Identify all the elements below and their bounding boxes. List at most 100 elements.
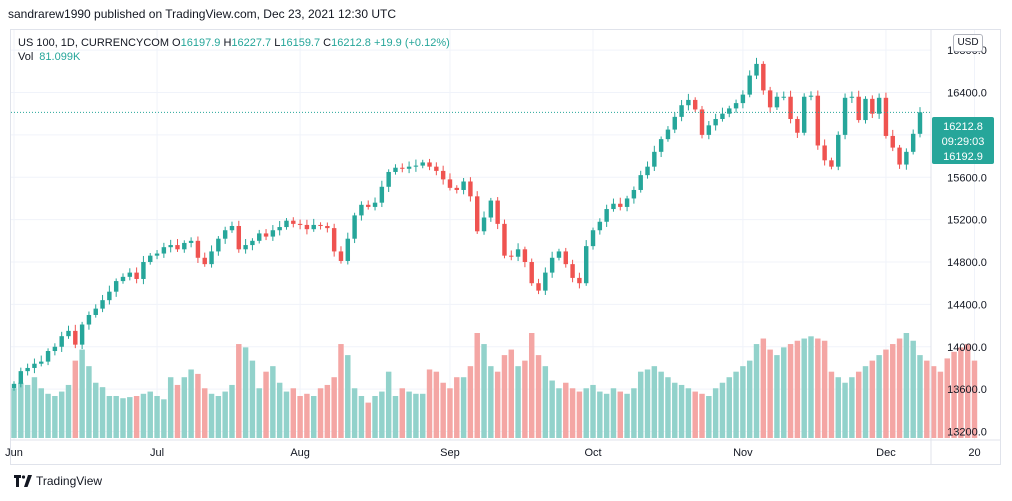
candle xyxy=(590,227,596,250)
candle xyxy=(107,285,112,305)
candle-body xyxy=(107,291,112,301)
x-axis[interactable]: Jun Jul Aug Sep Oct Nov Dec 20 xyxy=(5,439,1001,459)
candle-body xyxy=(188,240,194,243)
x-tick-label: Jun xyxy=(5,447,23,459)
candle-body xyxy=(536,283,541,291)
volume-bar xyxy=(821,340,828,438)
candle xyxy=(386,169,391,192)
candle xyxy=(359,201,364,221)
last-price-tag-bg xyxy=(932,117,994,151)
candle-body xyxy=(434,166,439,171)
candle xyxy=(25,363,30,376)
candle-body xyxy=(297,223,303,225)
volume-bar xyxy=(522,360,528,438)
volume-bar xyxy=(406,391,412,438)
candle-body xyxy=(481,217,487,232)
symbol-label[interactable]: US 100, 1D, CURRENCYCOM xyxy=(18,37,169,49)
candle xyxy=(795,116,800,138)
candle-body xyxy=(522,249,528,263)
volume-bar xyxy=(270,366,276,438)
volume-bar xyxy=(549,380,555,438)
candle-body xyxy=(325,225,330,229)
candle xyxy=(175,239,180,252)
candle-body xyxy=(291,220,296,224)
volume-bar xyxy=(583,388,589,438)
volume-bar xyxy=(106,396,113,438)
candle-body xyxy=(570,264,575,278)
volume-bar xyxy=(433,371,440,438)
candle xyxy=(311,218,316,232)
volume-bar xyxy=(617,391,623,438)
low-label: L xyxy=(274,37,281,49)
candle xyxy=(822,139,827,166)
candle-body xyxy=(577,277,582,284)
candle xyxy=(713,113,718,131)
candle xyxy=(686,93,691,111)
candle xyxy=(781,91,786,101)
candle-body xyxy=(761,63,766,91)
candle-body xyxy=(331,228,337,252)
candle-body xyxy=(413,165,419,167)
candle-body xyxy=(386,171,391,187)
candle xyxy=(767,86,773,113)
candle-body xyxy=(182,242,187,250)
candle-body xyxy=(216,238,221,252)
candle xyxy=(774,92,780,110)
candle xyxy=(372,197,378,211)
candle xyxy=(345,232,351,265)
candle xyxy=(393,164,398,175)
candle-body xyxy=(440,170,446,180)
volume-bar xyxy=(276,382,283,438)
volume-bar xyxy=(719,382,726,438)
volume-bar xyxy=(535,355,542,438)
volume-bar xyxy=(917,355,923,438)
candle-body xyxy=(543,272,548,291)
candle xyxy=(904,148,909,170)
candle xyxy=(863,96,868,124)
volume-bar xyxy=(120,398,126,438)
candle xyxy=(788,90,793,124)
volume-bar xyxy=(481,344,487,438)
candle-body xyxy=(583,246,589,284)
high-label: H xyxy=(223,37,232,49)
candle xyxy=(168,239,173,253)
candle xyxy=(645,161,650,179)
volume-bar xyxy=(474,333,480,438)
volume-bar xyxy=(86,366,92,438)
candle-body xyxy=(549,257,555,273)
candle xyxy=(229,221,235,233)
candle-body xyxy=(148,255,153,263)
candle xyxy=(161,242,167,258)
candle-body xyxy=(897,147,902,165)
footer-brand[interactable]: TradingView xyxy=(14,474,102,488)
candle xyxy=(876,93,882,119)
candle-body xyxy=(475,196,480,232)
currency-button[interactable]: USD xyxy=(953,34,983,52)
price-tags: 16212.8 09:29:03 16192.9 xyxy=(932,117,994,164)
candle-body xyxy=(284,220,289,228)
candle xyxy=(202,252,207,267)
candle xyxy=(502,219,507,259)
volume-bar xyxy=(31,377,38,438)
candle xyxy=(733,99,739,113)
volume-bar xyxy=(828,371,835,438)
volume-bar xyxy=(937,371,944,438)
chart-frame[interactable] xyxy=(10,29,1001,465)
candle xyxy=(495,197,500,230)
candle-body xyxy=(311,224,316,230)
candle-body xyxy=(154,253,160,256)
candle-body xyxy=(263,233,269,237)
volume-bar xyxy=(590,384,596,438)
low-value: 16159.7 xyxy=(280,37,321,49)
volume-bar xyxy=(365,402,371,438)
candle xyxy=(829,157,834,170)
candle xyxy=(549,251,555,278)
candle xyxy=(761,61,766,95)
volume-bar xyxy=(631,388,637,438)
candle xyxy=(720,107,725,122)
candle xyxy=(890,129,895,152)
volume-label[interactable]: Vol xyxy=(18,51,34,63)
volume-bar xyxy=(910,340,916,438)
candle xyxy=(631,186,637,204)
